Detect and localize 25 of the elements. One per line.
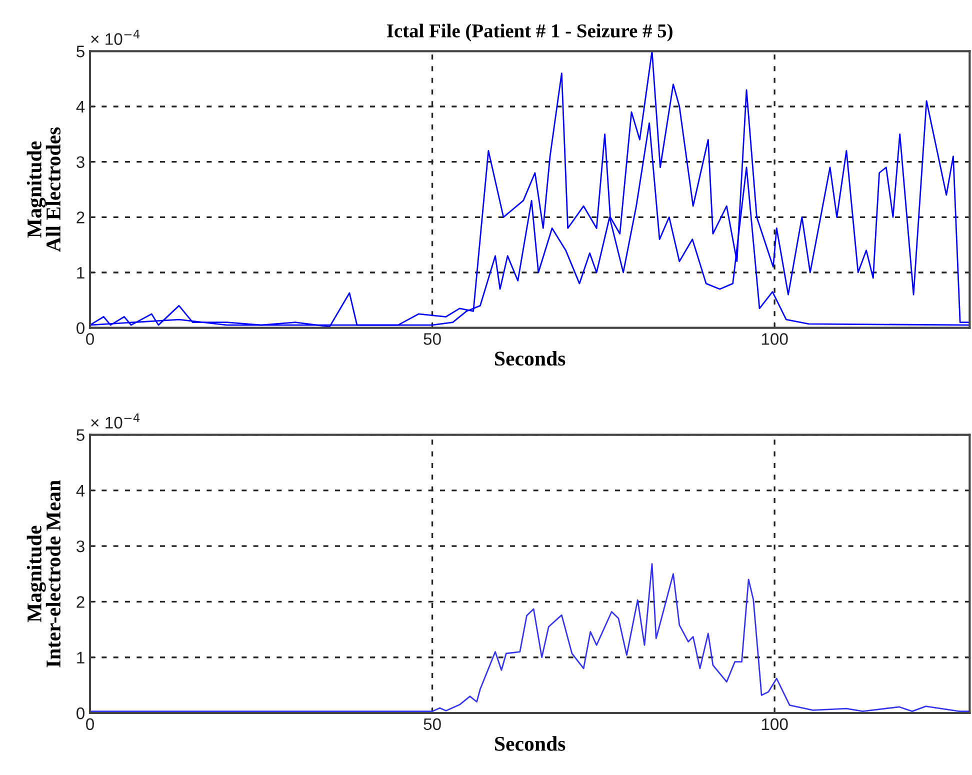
x-tick-label: 50 [424,333,441,345]
y-tick-label: 2 [76,212,84,224]
y-tick-label: 3 [76,156,84,168]
y-tick-label: 1 [77,652,84,664]
y-axis-title: Magnitude Inter-electrode Mean [26,480,61,668]
y-tick-label: 4 [76,484,85,496]
chart-title: Ictal File (Patient # 1 - Seizure # 5) [387,24,672,42]
y-tick-label: 3 [76,540,84,552]
y-axis-title: Magnitude All Electrodes [26,127,61,252]
y-tick-label: 1 [77,267,84,279]
y-tick-label: 0 [76,707,84,720]
y-tick-label: 4 [76,101,85,113]
x-tick-label: 100 [762,333,788,345]
x-axis-title: Seconds [495,736,566,751]
x-axis-title: Seconds [495,351,566,366]
y-tick-label: 5 [76,429,84,441]
text: × 10$^{−4}$ [91,30,140,45]
x-tick-label: 50 [424,718,441,730]
text: × 10$^{−4}$ [91,414,140,429]
y-tick-label: 2 [76,596,84,608]
x-tick-label: 0 [86,333,94,345]
y-tick-label: 5 [76,46,84,58]
y-tick-label: 0 [76,322,84,334]
x-tick-label: 0 [86,718,94,730]
x-tick-label: 100 [762,718,788,730]
